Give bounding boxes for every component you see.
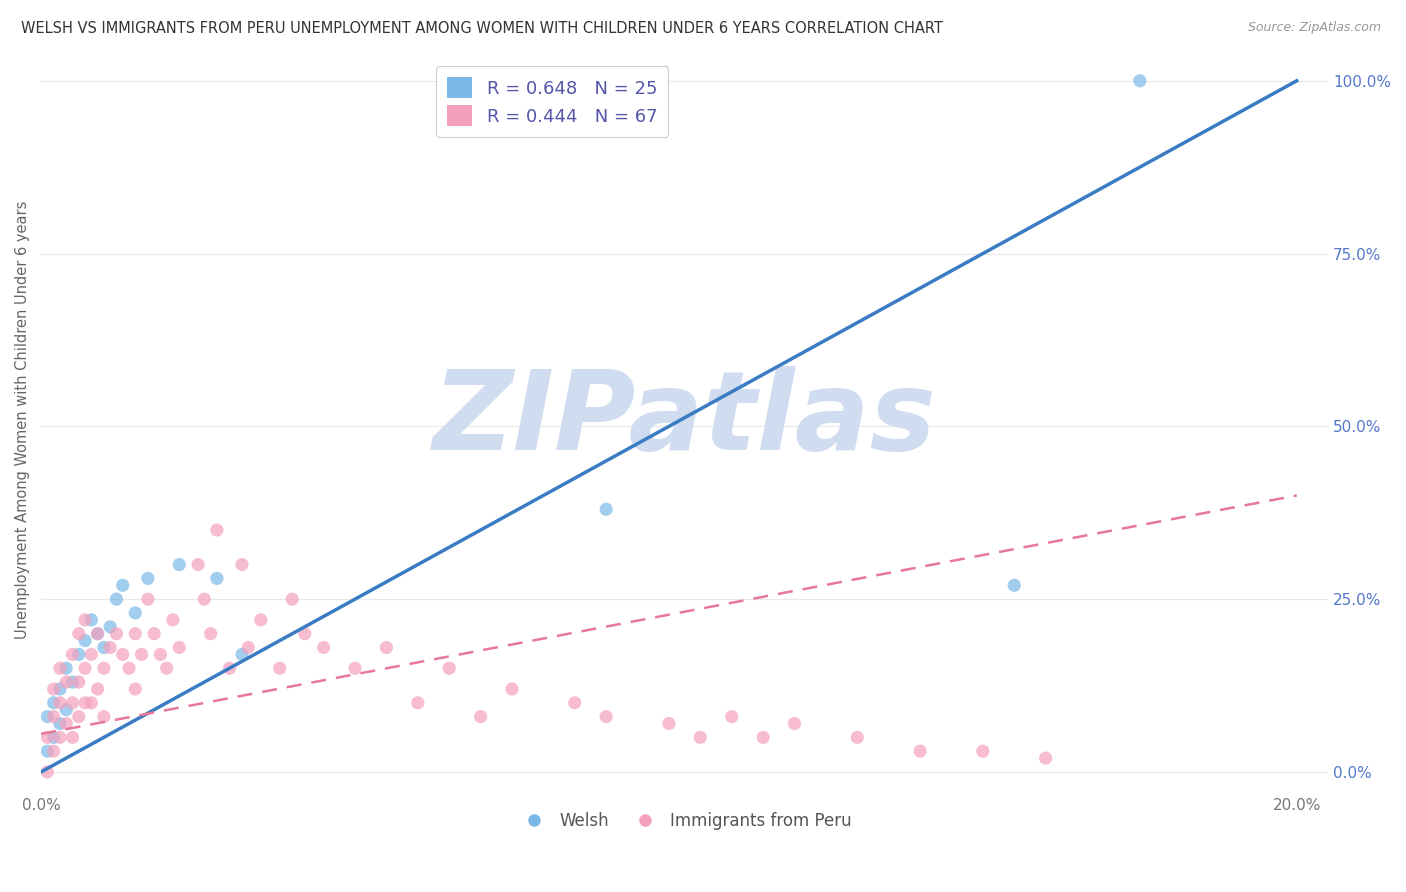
Point (143, 626, 166, 640)
Point (37, 731, 59, 745)
Point (118, 661, 141, 675)
Point (595, 502, 617, 516)
Point (1035, 751, 1057, 765)
Point (1129, 74, 1152, 88)
Point (62, 675, 84, 690)
Point (406, 696, 429, 710)
Point (67, 626, 90, 640)
Point (972, 744, 994, 758)
Point (105, 592, 128, 607)
Point (136, 592, 159, 607)
Point (783, 716, 806, 731)
Point (720, 709, 742, 723)
Point (200, 626, 222, 640)
Point (111, 648, 134, 662)
Point (62, 648, 84, 662)
Point (98, 640, 121, 655)
Point (37, 709, 59, 723)
Point (136, 571, 159, 585)
Point (752, 731, 775, 745)
Point (344, 661, 367, 675)
Point (167, 558, 190, 572)
Text: WELSH VS IMMIGRANTS FROM PERU UNEMPLOYMENT AMONG WOMEN WITH CHILDREN UNDER 6 YEA: WELSH VS IMMIGRANTS FROM PERU UNEMPLOYME… (21, 21, 943, 37)
Point (55, 675, 77, 690)
Point (42, 744, 65, 758)
Point (49, 696, 72, 710)
Point (73, 661, 96, 675)
Point (111, 578, 134, 592)
Point (658, 716, 681, 731)
Point (501, 681, 523, 696)
Point (1002, 578, 1025, 592)
Point (205, 571, 228, 585)
Point (86, 626, 108, 640)
Point (124, 681, 146, 696)
Point (49, 681, 72, 696)
Point (55, 703, 77, 717)
Point (93, 661, 115, 675)
Point (689, 731, 711, 745)
Text: Source: ZipAtlas.com: Source: ZipAtlas.com (1247, 21, 1381, 35)
Point (162, 613, 184, 627)
Point (231, 558, 253, 572)
Point (281, 592, 304, 607)
Point (908, 744, 931, 758)
Point (149, 648, 172, 662)
Point (470, 709, 492, 723)
Point (42, 696, 65, 710)
Point (238, 640, 260, 655)
Point (167, 640, 190, 655)
Point (124, 626, 146, 640)
Point (42, 709, 65, 723)
Point (62, 731, 84, 745)
Point (73, 633, 96, 648)
Point (67, 709, 90, 723)
Point (131, 648, 153, 662)
Point (93, 640, 115, 655)
Point (73, 613, 96, 627)
Point (193, 592, 215, 607)
Point (42, 731, 65, 745)
Text: ZIPatlas: ZIPatlas (433, 366, 936, 473)
Point (55, 661, 77, 675)
Point (80, 613, 103, 627)
Point (312, 640, 335, 655)
Point (98, 620, 121, 634)
Point (37, 764, 59, 779)
Point (375, 640, 398, 655)
Point (49, 661, 72, 675)
Point (250, 613, 273, 627)
Point (67, 675, 90, 690)
Y-axis label: Unemployment Among Women with Children Under 6 years: Unemployment Among Women with Children U… (15, 200, 30, 639)
Point (93, 709, 115, 723)
Point (86, 626, 108, 640)
Point (105, 626, 128, 640)
Point (62, 696, 84, 710)
Point (231, 648, 253, 662)
Point (42, 681, 65, 696)
Point (294, 626, 316, 640)
Point (846, 731, 869, 745)
Point (205, 523, 228, 537)
Legend: Welsh, Immigrants from Peru: Welsh, Immigrants from Peru (510, 805, 859, 837)
Point (49, 716, 72, 731)
Point (37, 744, 59, 758)
Point (73, 696, 96, 710)
Point (564, 696, 586, 710)
Point (595, 709, 617, 723)
Point (49, 731, 72, 745)
Point (67, 648, 90, 662)
Point (218, 661, 240, 675)
Point (437, 661, 460, 675)
Point (269, 661, 291, 675)
Point (86, 681, 108, 696)
Point (124, 606, 146, 620)
Point (80, 696, 103, 710)
Point (187, 558, 209, 572)
Point (55, 716, 77, 731)
Point (80, 648, 103, 662)
Point (156, 661, 179, 675)
